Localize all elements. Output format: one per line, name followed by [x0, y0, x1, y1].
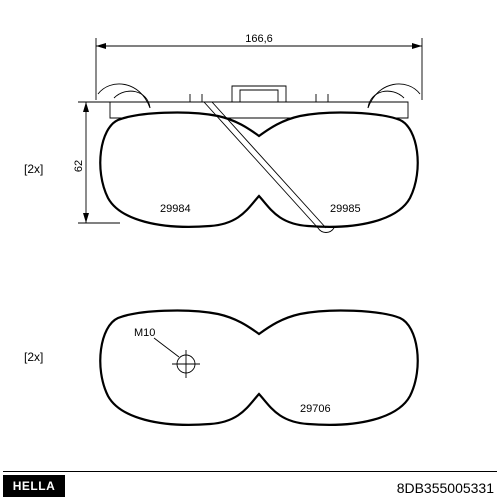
footer-divider: [3, 471, 497, 472]
brand-logo: HELLA: [3, 475, 65, 497]
lower-pad-drawing: M10 29706: [0, 290, 500, 470]
upper-pad-drawing: 166,6 62: [0, 20, 500, 280]
upper-left-code: 29984: [160, 203, 191, 215]
diagram-canvas: [2x] [2x] 166,6 62: [0, 0, 500, 500]
part-number: 8DB355005331: [397, 480, 494, 496]
height-value: 62: [73, 160, 85, 172]
lower-code: 29706: [300, 403, 331, 415]
overall-width-value: 166,6: [245, 33, 273, 45]
thread-label: M10: [134, 327, 155, 339]
upper-right-code: 29985: [330, 203, 361, 215]
